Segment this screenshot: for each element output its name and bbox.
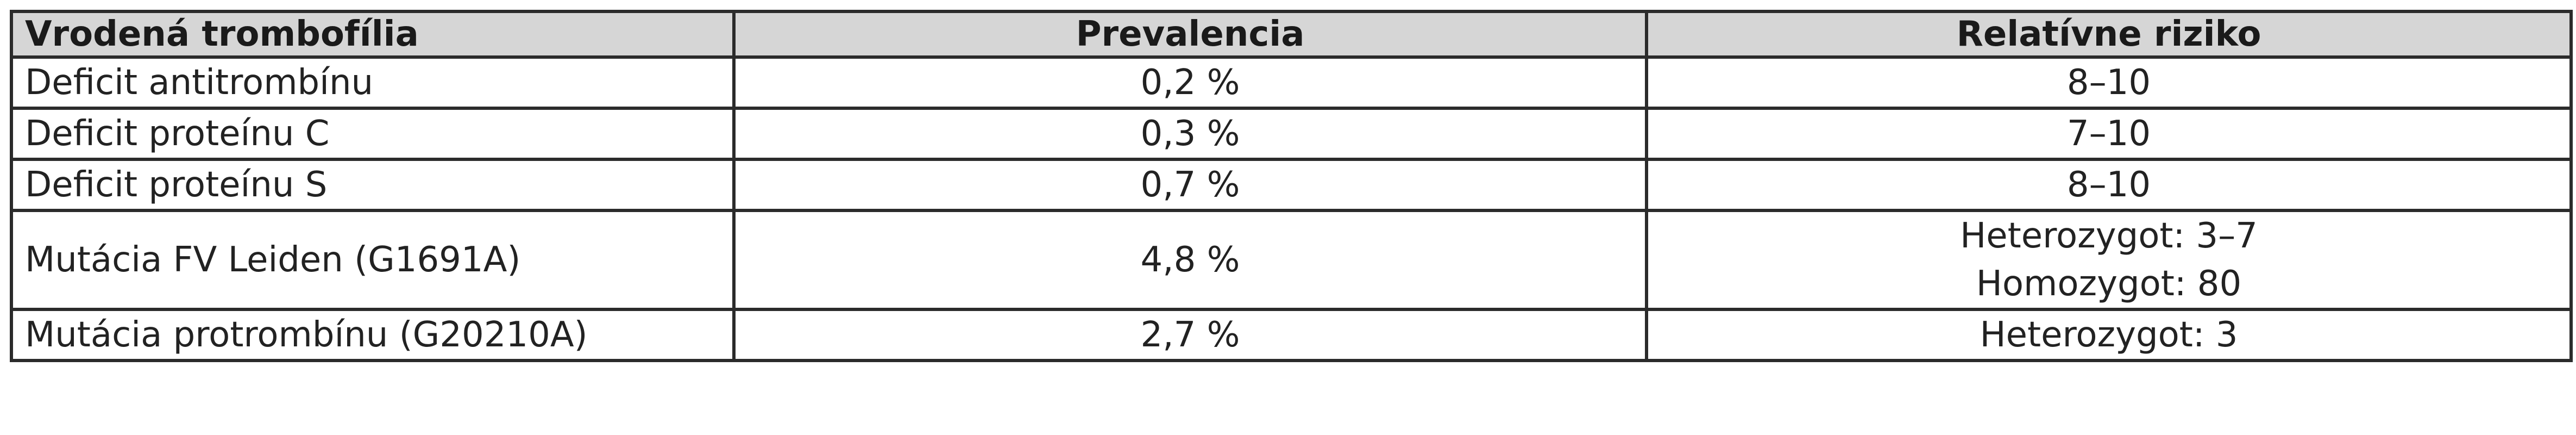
table-header-row: Vrodená trombofília Prevalencia Relatívn… bbox=[10, 10, 2573, 59]
row-name: Deficit proteínu C bbox=[10, 107, 736, 161]
risk-line: Heterozygot: 3 bbox=[1980, 315, 2238, 355]
table-row: Mutácia FV Leiden (G1691A) 4,8 % Heteroz… bbox=[10, 209, 2573, 311]
header-thrombophilia: Vrodená trombofília bbox=[10, 10, 736, 59]
risk-line: 8–10 bbox=[2066, 165, 2151, 205]
row-prevalence: 2,7 % bbox=[732, 308, 1648, 362]
row-prevalence: 0,2 % bbox=[732, 55, 1648, 110]
row-risk: 8–10 bbox=[1645, 55, 2573, 110]
row-name: Mutácia FV Leiden (G1691A) bbox=[10, 209, 736, 311]
table-row: Deficit antitrombínu 0,2 % 8–10 bbox=[10, 55, 2573, 110]
risk-line: 7–10 bbox=[2066, 114, 2151, 154]
row-risk: 8–10 bbox=[1645, 158, 2573, 212]
row-risk: Heterozygot: 3 bbox=[1645, 308, 2573, 362]
table-row: Deficit proteínu S 0,7 % 8–10 bbox=[10, 158, 2573, 212]
row-name: Deficit antitrombínu bbox=[10, 55, 736, 110]
risk-line-heterozygot: Heterozygot: 3–7 bbox=[1960, 216, 2258, 256]
row-prevalence: 0,3 % bbox=[732, 107, 1648, 161]
header-relative-risk: Relatívne riziko bbox=[1645, 10, 2573, 59]
row-name: Mutácia protrombínu (G20210A) bbox=[10, 308, 736, 362]
table-row: Deficit proteínu C 0,3 % 7–10 bbox=[10, 107, 2573, 161]
row-risk: Heterozygot: 3–7 Homozygot: 80 bbox=[1645, 209, 2573, 311]
header-prevalence: Prevalencia bbox=[732, 10, 1648, 59]
row-risk: 7–10 bbox=[1645, 107, 2573, 161]
table-row: Mutácia protrombínu (G20210A) 2,7 % Hete… bbox=[10, 308, 2573, 362]
thrombophilia-table-wrapper: Vrodená trombofília Prevalencia Relatívn… bbox=[10, 10, 2573, 425]
thrombophilia-table: Vrodená trombofília Prevalencia Relatívn… bbox=[10, 10, 2573, 362]
row-prevalence: 0,7 % bbox=[732, 158, 1648, 212]
row-prevalence: 4,8 % bbox=[732, 209, 1648, 311]
risk-line-homozygot: Homozygot: 80 bbox=[1976, 264, 2242, 304]
row-name: Deficit proteínu S bbox=[10, 158, 736, 212]
risk-line: 8–10 bbox=[2066, 63, 2151, 103]
